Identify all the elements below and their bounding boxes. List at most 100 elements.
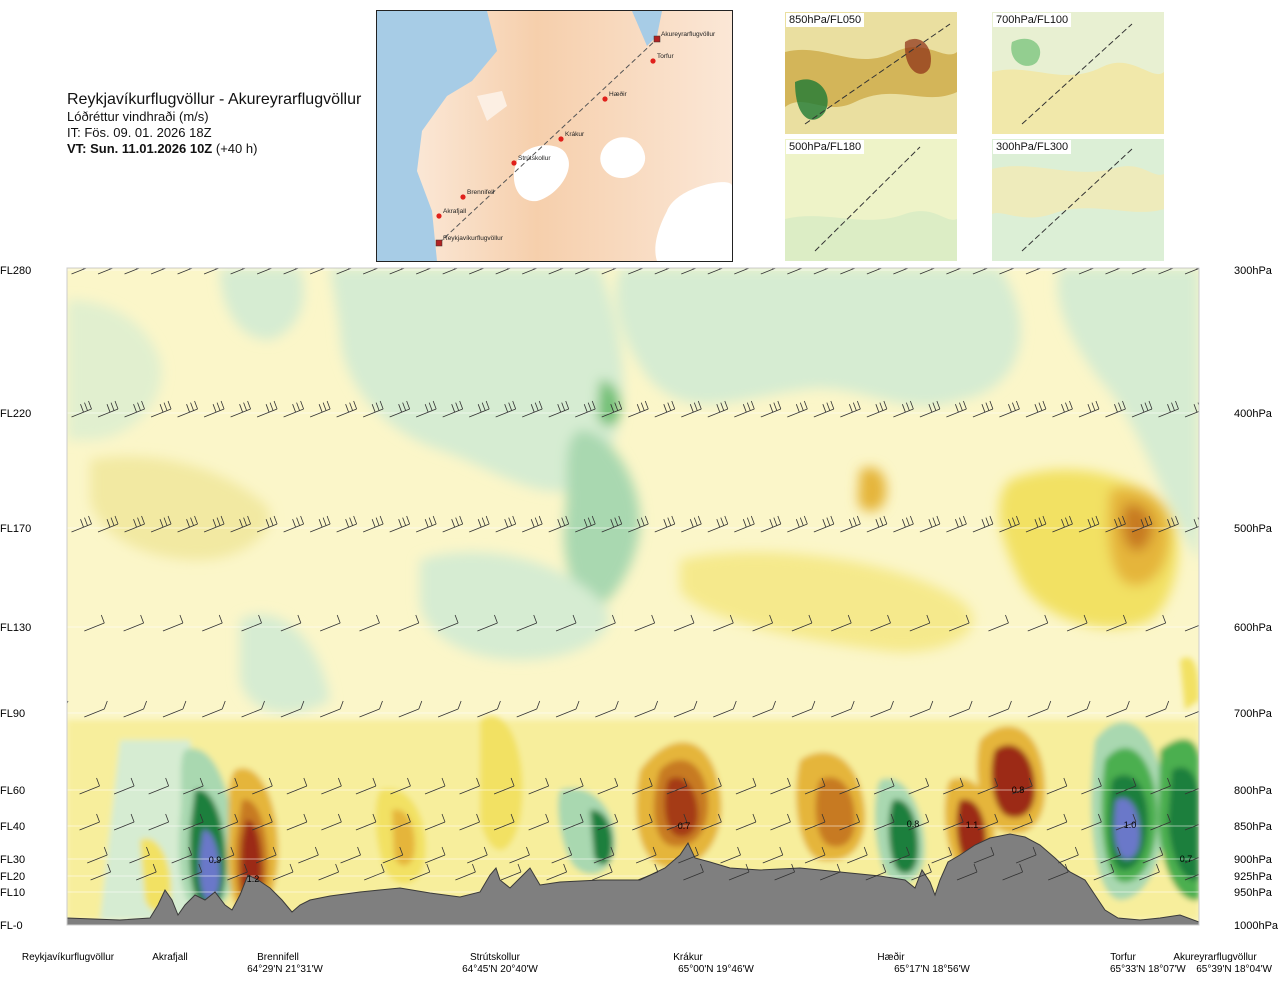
extremum-label-5: 1.1 — [966, 820, 979, 830]
wind-barb — [548, 268, 565, 275]
wind-barb — [320, 700, 344, 718]
wind-barb — [908, 777, 930, 795]
wind-barb — [760, 400, 782, 418]
wind-barb — [707, 400, 729, 418]
wind-barb — [787, 400, 808, 418]
wind-barb — [628, 400, 649, 418]
wind-barb — [309, 515, 331, 533]
wind-barb — [1158, 515, 1179, 533]
waypoint-labels: Reykjavíkurflugvöllur Akrafjall Brennife… — [22, 951, 1273, 975]
wind-barb — [673, 700, 698, 718]
wind-barb — [442, 268, 459, 275]
wind-barb — [1106, 700, 1130, 718]
wind-barb — [355, 777, 377, 795]
wind-barb — [666, 813, 688, 831]
wind-barb — [893, 400, 914, 418]
wind-barb — [382, 846, 404, 864]
wind-barb — [831, 614, 852, 632]
wind-barb — [309, 400, 331, 418]
mini-map-700-svg — [992, 12, 1164, 134]
wind-barb — [150, 268, 168, 275]
wind-barb — [813, 515, 835, 533]
wind-barb — [601, 268, 618, 275]
hpa-label: 400hPa — [1234, 408, 1273, 420]
wind-barb — [442, 400, 464, 418]
waypoint-name-6: Hæðir — [877, 951, 905, 963]
wind-barb — [437, 700, 462, 718]
wind-barb — [632, 813, 653, 831]
wind-barb — [256, 400, 278, 418]
wind-barb — [1184, 873, 1199, 881]
wind-barb — [1048, 863, 1069, 881]
wind-barb — [943, 813, 964, 831]
wind-barb — [256, 515, 278, 533]
wind-barb — [548, 515, 570, 533]
chart-subtitle: Lóðréttur vindhraði (m/s) — [67, 109, 209, 124]
wind-barb — [416, 268, 433, 275]
hpa-label: 500hPa — [1234, 523, 1273, 535]
wind-barb — [820, 863, 841, 881]
wind-barb — [911, 863, 932, 881]
waypoint-name-7: Torfur — [1110, 952, 1136, 963]
wind-barb — [203, 268, 221, 275]
wind-barb — [79, 777, 100, 795]
wind-barb — [416, 515, 437, 533]
wind-barb — [595, 614, 616, 632]
wind-barb — [847, 846, 868, 864]
wind-barb — [601, 515, 623, 533]
wind-barb — [666, 777, 688, 795]
wind-barb — [516, 700, 541, 718]
wind-barb — [45, 814, 65, 830]
wind-barb — [1184, 710, 1199, 718]
wind-barb — [893, 515, 914, 533]
wind-barb — [390, 777, 411, 795]
wind-barb — [150, 400, 172, 418]
route-waypoint-label: Torfur — [657, 53, 674, 60]
y-axis-labels: FL280 300hPa FL220 400hPa FL170 500hPa FL130 60… — [0, 265, 1279, 932]
wind-barb — [889, 846, 910, 864]
wind-barb — [321, 777, 342, 795]
route-waypoint-marker — [650, 58, 656, 64]
fl-label: FL10 — [0, 887, 25, 899]
extremum-label-2: 1.2 — [247, 874, 260, 884]
fl-label: FL280 — [0, 265, 31, 277]
wind-barb — [424, 777, 446, 795]
fl-label: FL-0 — [0, 920, 23, 932]
wind-barb — [359, 700, 383, 718]
wind-barb — [409, 863, 431, 881]
wind-barb — [1025, 400, 1047, 418]
wind-barb — [865, 863, 887, 881]
wind-barb — [217, 813, 239, 831]
wind-barb — [528, 813, 550, 831]
wind-barb — [707, 515, 729, 533]
wind-barb — [678, 846, 699, 864]
wind-barb — [654, 400, 676, 418]
fl-label: FL20 — [0, 871, 25, 883]
wind-barb — [1078, 515, 1100, 533]
wind-barb — [320, 614, 341, 632]
extremum-label-6: 0.8 — [1012, 785, 1025, 795]
wind-barb — [45, 864, 65, 880]
wind-barb — [791, 700, 816, 718]
wind-barb — [804, 813, 826, 831]
wind-barb — [956, 863, 978, 881]
wind-barb — [946, 400, 967, 418]
wind-barb — [398, 614, 420, 632]
wind-barb — [136, 863, 157, 881]
wind-barb — [1145, 614, 1167, 632]
wind-barb — [493, 813, 515, 831]
hpa-label: 900hPa — [1234, 854, 1273, 866]
wind-barb — [654, 268, 671, 275]
wind-barb — [839, 777, 860, 795]
wind-barb — [946, 515, 967, 533]
wind-barb — [760, 515, 782, 533]
wind-barb — [1105, 515, 1126, 533]
wind-barb — [230, 515, 251, 533]
mini-map-500: 500hPa/FL180 — [785, 139, 957, 261]
fl-label: FL60 — [0, 785, 25, 797]
wind-barb — [628, 268, 645, 275]
wind-barb — [442, 515, 464, 533]
fl-label: FL130 — [0, 622, 31, 634]
wind-barb — [298, 846, 319, 864]
wind-barb — [707, 268, 724, 275]
